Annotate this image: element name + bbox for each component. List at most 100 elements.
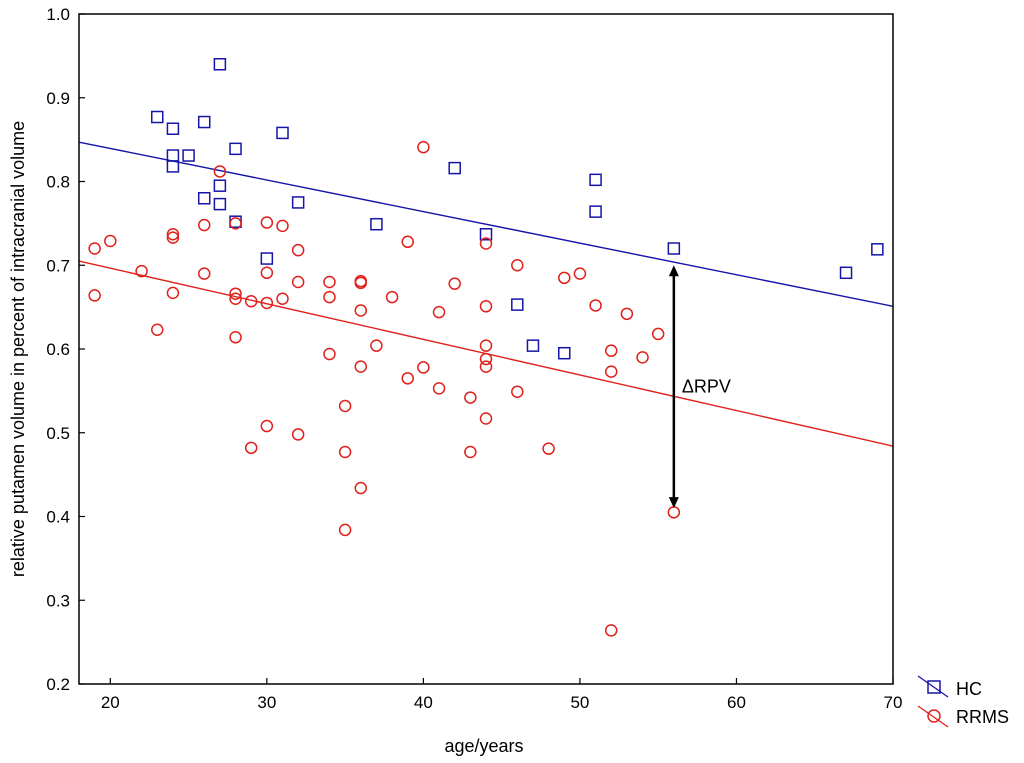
rrms-point: [464, 445, 477, 459]
hc-point: [182, 149, 195, 162]
legend-rrms-line: [917, 705, 949, 728]
rrms-point: [104, 234, 117, 248]
rrms-point: [291, 243, 305, 257]
delta-rpv-arrowhead-top: [668, 265, 679, 277]
hc-point: [229, 142, 242, 156]
hc-point: [197, 115, 211, 129]
rrms-point: [323, 275, 336, 289]
hc-point: [151, 110, 164, 124]
rrms-point: [197, 218, 211, 232]
rrms-point: [197, 267, 211, 280]
rrms-point: [558, 271, 571, 285]
y-tick-label: 0.2: [46, 675, 70, 694]
legend-item-rrms: RRMS: [917, 705, 1009, 728]
rrms-point: [370, 339, 383, 352]
fit-lines: [78, 141, 894, 447]
hc-point: [166, 149, 180, 162]
rrms-point: [667, 506, 681, 519]
rrms-point: [166, 286, 180, 300]
legend-item-hc: HC: [917, 675, 982, 699]
x-tick-label: 70: [884, 693, 903, 712]
legend-hc-line: [917, 675, 949, 698]
rrms-point: [511, 385, 524, 398]
hc-point: [589, 205, 602, 218]
rrms-point: [589, 299, 602, 312]
rrms-point: [511, 259, 524, 272]
y-tick-label: 0.3: [46, 591, 70, 610]
legend-rrms-label: RRMS: [956, 707, 1009, 727]
rrms-point: [229, 331, 242, 344]
hc-point: [213, 197, 227, 211]
rrms-point: [88, 242, 101, 255]
rrms-point: [604, 624, 618, 637]
hc-point: [558, 346, 571, 360]
rrms-point: [479, 339, 493, 352]
hc-point: [260, 252, 274, 265]
rrms-point: [573, 267, 587, 280]
hc-point: [839, 266, 853, 280]
x-tick-label: 50: [570, 693, 589, 712]
rrms-point: [323, 347, 336, 361]
plot-frame: [78, 13, 894, 685]
rrms-point: [260, 266, 274, 280]
y-tick-label: 0.6: [46, 340, 70, 359]
rrms-point: [479, 360, 493, 373]
hc-point: [511, 298, 524, 311]
rrms-point: [229, 292, 242, 305]
x-tick-label: 20: [101, 693, 120, 712]
rrms-point: [166, 228, 180, 241]
rrms-point: [276, 219, 289, 233]
rrms-point: [432, 382, 446, 395]
y-axis-label: relative putamen volume in percent of in…: [8, 121, 28, 577]
rrms-point: [604, 344, 618, 357]
hc-point: [166, 122, 180, 135]
rrms-point: [88, 289, 101, 302]
x-tick-label: 30: [257, 693, 276, 712]
rrms-point: [417, 140, 430, 154]
rrms-point: [479, 237, 493, 250]
rrms-point: [338, 523, 352, 537]
rrms-point: [244, 295, 258, 308]
rrms-point: [338, 399, 352, 413]
hc-point: [526, 339, 540, 352]
rrms-point: [354, 360, 368, 373]
annotation-group: ΔRPV: [668, 265, 731, 509]
y-tick-label: 1.0: [46, 5, 70, 24]
hc-point: [276, 126, 289, 140]
rrms-point: [479, 300, 493, 313]
rrms-point: [260, 419, 274, 433]
rrms-point: [479, 352, 493, 366]
rrms-point: [385, 290, 399, 304]
x-tick-label: 60: [727, 693, 746, 712]
rrms-point: [432, 305, 446, 319]
rrms-point: [323, 290, 336, 304]
rrms-point: [291, 275, 305, 289]
hc-point: [871, 243, 884, 256]
hc-point: [213, 58, 227, 71]
rrms-point: [291, 428, 305, 441]
hc-point: [213, 179, 227, 192]
rrms-point: [354, 276, 368, 290]
y-tick-label: 0.8: [46, 173, 70, 192]
legend-hc-marker: [927, 680, 941, 694]
rrms-point: [401, 372, 414, 385]
delta-rpv-label: ΔRPV: [682, 377, 731, 397]
y-axis: 0.2 0.3 0.4 0.5 0.6 0.7 0.8 0.9 1.0: [46, 5, 85, 694]
rrms-point: [229, 287, 242, 300]
hc-point: [370, 217, 383, 231]
rrms-point: [354, 304, 368, 317]
x-tick-label: 40: [414, 693, 433, 712]
rrms-point: [260, 296, 274, 310]
rrms-point: [260, 216, 274, 229]
hc-point: [479, 228, 493, 241]
y-tick-label: 0.9: [46, 89, 70, 108]
hc-point: [291, 196, 305, 209]
y-tick-label: 0.4: [46, 508, 70, 527]
hc-point: [197, 192, 211, 205]
hc-point: [448, 161, 461, 175]
rrms-point: [338, 445, 352, 459]
x-axis-label: age/years: [444, 736, 523, 756]
rrms-point: [401, 235, 414, 249]
rrms-point: [213, 165, 227, 178]
rrms-point: [604, 365, 618, 378]
